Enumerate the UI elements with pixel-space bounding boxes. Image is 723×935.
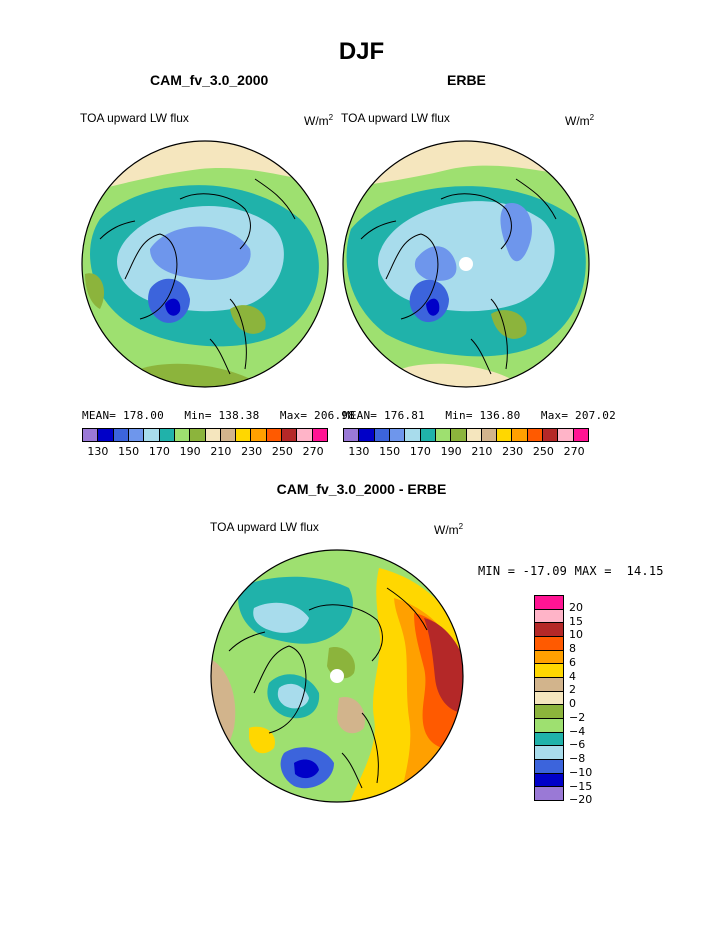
panel2-polar-map [342, 140, 590, 388]
diff-colorbar-tick-label: 0 [569, 697, 576, 711]
colorbar-tick-label: 210 [471, 445, 493, 458]
diff-colorbar-tick-label: 2 [569, 683, 576, 697]
diff-variable-label: TOA upward LW flux [210, 520, 319, 534]
diff-colorbar-tick-label: −10 [569, 765, 593, 779]
colorbar-swatch [497, 429, 513, 441]
panel2-title: ERBE [447, 72, 486, 88]
diff-colorbar-swatch [535, 609, 563, 624]
colorbar-swatch [573, 429, 588, 441]
colorbar-swatch [312, 429, 327, 441]
colorbar-swatch [190, 429, 206, 441]
figure-title: DJF [338, 38, 385, 65]
colorbar-tick-label: 130 [348, 445, 370, 458]
diff-colorbar-swatch [535, 732, 563, 747]
colorbar-swatch [159, 429, 175, 441]
colorbar-swatch [512, 429, 528, 441]
colorbar-swatch [481, 429, 498, 441]
colorbar-swatch [466, 429, 482, 441]
diff-polar-map [210, 549, 464, 803]
panel1-variable-label: TOA upward LW flux [80, 111, 189, 125]
diff-colorbar-tick-label: −8 [569, 752, 586, 766]
colorbar-tick-label: 170 [148, 445, 170, 458]
colorbar-tick-label: 130 [87, 445, 109, 458]
panel1-stats: MEAN= 178.00 Min= 138.38 Max= 206.98 [82, 409, 355, 422]
colorbar-swatch [420, 429, 436, 441]
diff-colorbar-tick-label: −15 [569, 779, 593, 793]
colorbar-swatch [83, 429, 99, 441]
colorbar-swatch [374, 429, 390, 441]
panel2-stats: MEAN= 176.81 Min= 136.80 Max= 207.02 [343, 409, 616, 422]
diff-colorbar-swatch [535, 705, 563, 720]
diff-colorbar-tick-label: 8 [569, 642, 576, 656]
diff-colorbar-swatch [535, 596, 563, 610]
colorbar-swatch [174, 429, 191, 441]
colorbar-swatch [297, 429, 313, 441]
diff-colorbar-tick-label: 6 [569, 655, 576, 669]
diff-colorbar-swatch [535, 746, 563, 761]
colorbar-tick-label: 210 [210, 445, 232, 458]
colorbar-tick-label: 230 [502, 445, 524, 458]
colorbar-swatch [251, 429, 267, 441]
diff-colorbar-tick-label: 4 [569, 669, 576, 683]
colorbar-tick-label: 250 [532, 445, 554, 458]
panel1-title: CAM_fv_3.0_2000 [150, 72, 269, 88]
colorbar-swatch [405, 429, 421, 441]
diff-stats: MIN = -17.09 MAX = 14.15 [478, 564, 664, 578]
colorbar-swatch [344, 429, 360, 441]
colorbar-swatch [527, 429, 544, 441]
colorbar-tick-label: 270 [563, 445, 585, 458]
colorbar-swatch [144, 429, 160, 441]
diff-colorbar-swatch [535, 650, 563, 665]
diff-colorbar [534, 595, 564, 801]
colorbar-swatch [451, 429, 467, 441]
diff-colorbar-swatch [535, 664, 563, 679]
diff-colorbar-swatch [535, 773, 563, 788]
panel2-variable-label: TOA upward LW flux [341, 111, 450, 125]
colorbar-tick-label: 150 [118, 445, 140, 458]
colorbar-swatch [359, 429, 375, 441]
diff-colorbar-swatch [535, 623, 563, 638]
colorbar-swatch [128, 429, 145, 441]
colorbar-tick-label: 190 [440, 445, 462, 458]
diff-colorbar-swatch [535, 678, 563, 692]
panel2-colorbar [343, 428, 589, 442]
colorbar-tick-label: 190 [179, 445, 201, 458]
diff-colorbar-tick-label: −4 [569, 724, 586, 738]
diff-colorbar-tick-label: −20 [569, 793, 593, 807]
diff-colorbar-swatch [535, 760, 563, 774]
colorbar-swatch [98, 429, 114, 441]
diff-colorbar-tick-label: 20 [569, 601, 583, 614]
panel2-units: W/m2 [565, 113, 595, 128]
colorbar-swatch [389, 429, 406, 441]
colorbar-swatch [266, 429, 283, 441]
colorbar-swatch [282, 429, 298, 441]
colorbar-swatch [543, 429, 559, 441]
colorbar-tick-label: 250 [271, 445, 293, 458]
diff-colorbar-swatch [535, 787, 563, 801]
diff-title: CAM_fv_3.0_2000 - ERBE [276, 481, 447, 497]
colorbar-swatch [435, 429, 452, 441]
colorbar-swatch [205, 429, 221, 441]
diff-units: W/m2 [434, 522, 464, 537]
colorbar-swatch [236, 429, 252, 441]
colorbar-tick-label: 270 [302, 445, 324, 458]
diff-colorbar-tick-label: −6 [569, 738, 586, 752]
diff-colorbar-swatch [535, 691, 563, 706]
colorbar-swatch [558, 429, 574, 441]
diff-colorbar-tick-label: 15 [569, 614, 583, 628]
diff-colorbar-swatch [535, 637, 563, 651]
panel1-polar-map [81, 140, 329, 388]
diff-colorbar-swatch [535, 719, 563, 733]
colorbar-swatch [113, 429, 129, 441]
diff-colorbar-tick-label: −2 [569, 710, 586, 724]
colorbar-swatch [220, 429, 237, 441]
colorbar-tick-label: 170 [409, 445, 431, 458]
colorbar-tick-label: 230 [241, 445, 263, 458]
diff-colorbar-tick-label: 10 [569, 628, 583, 642]
panel1-units: W/m2 [304, 113, 334, 128]
panel1-colorbar [82, 428, 328, 442]
colorbar-tick-label: 150 [379, 445, 401, 458]
